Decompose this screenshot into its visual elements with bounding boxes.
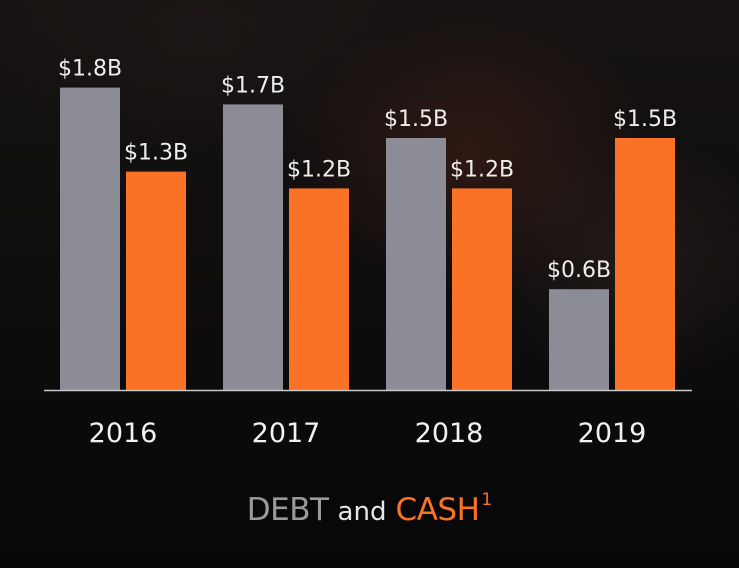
- bar-debt-2017: [223, 104, 283, 391]
- data-label-debt-2016: $1.8B: [58, 57, 122, 82]
- x-tick-label-2018: 2018: [415, 418, 484, 449]
- data-label-cash-2018: $1.2B: [450, 157, 514, 182]
- bar-cash-2017: [289, 188, 349, 390]
- bar-cash-2018: [452, 188, 512, 390]
- chart-title: DEBT and CASH 1: [0, 490, 739, 528]
- x-tick-label-2019: 2019: [578, 418, 647, 449]
- title-debt: DEBT: [246, 492, 329, 528]
- x-tick-label-2016: 2016: [89, 418, 158, 449]
- bar-debt-2018: [386, 138, 446, 390]
- data-label-debt-2018: $1.5B: [384, 107, 448, 132]
- bar-cash-2016: [126, 171, 186, 390]
- bar-debt-2016: [60, 87, 120, 390]
- title-cash: CASH: [395, 492, 480, 528]
- data-label-cash-2017: $1.2B: [287, 157, 351, 182]
- bar-chart: $1.8B$1.3B2016$1.7B$1.2B2017$1.5B$1.2B20…: [44, 57, 692, 449]
- data-label-cash-2016: $1.3B: [124, 141, 188, 166]
- x-tick-label-2017: 2017: [252, 418, 321, 449]
- data-label-cash-2019: $1.5B: [613, 107, 677, 132]
- data-label-debt-2017: $1.7B: [221, 73, 285, 98]
- title-and: and: [337, 497, 387, 527]
- bar-cash-2019: [615, 138, 675, 390]
- data-label-debt-2019: $0.6B: [547, 258, 611, 283]
- bar-debt-2019: [549, 289, 609, 390]
- title-footnote-mark: 1: [481, 490, 493, 510]
